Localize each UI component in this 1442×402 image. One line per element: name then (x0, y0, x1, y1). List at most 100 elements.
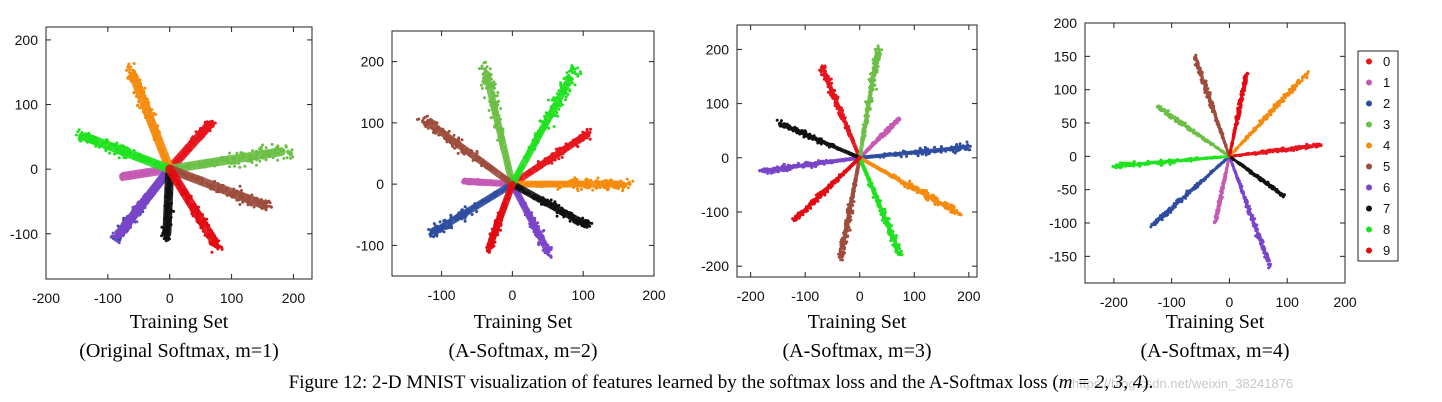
series-1 (461, 177, 516, 188)
point (426, 126, 430, 130)
point (453, 146, 457, 150)
y-tick-label: 0 (721, 150, 729, 166)
plot-subtitle: (A-Softmax, m=2) (448, 340, 597, 362)
point (590, 221, 594, 225)
series-0 (508, 127, 592, 188)
point (488, 67, 492, 71)
point (586, 223, 590, 227)
point (916, 154, 920, 158)
cluster-core (165, 164, 219, 247)
point (581, 130, 585, 134)
point (452, 133, 456, 137)
point (284, 145, 288, 149)
point (264, 146, 268, 150)
point (258, 147, 261, 151)
point (965, 140, 969, 144)
point (576, 66, 580, 70)
point (584, 131, 588, 135)
point (250, 160, 254, 164)
cluster-core (857, 155, 953, 211)
y-tick-label: 100 (15, 97, 39, 113)
point (238, 165, 242, 169)
cluster-core (508, 133, 586, 188)
point (591, 188, 595, 192)
series-3 (857, 44, 884, 160)
cluster-core (426, 120, 516, 188)
point (463, 219, 467, 223)
point (289, 156, 293, 160)
point (564, 95, 568, 99)
point (775, 118, 779, 122)
point (925, 197, 928, 201)
point (877, 58, 881, 62)
point (544, 111, 548, 115)
series-9 (165, 164, 224, 254)
y-tick-label: 0 (30, 161, 38, 177)
point (126, 75, 130, 79)
point (572, 178, 576, 182)
point (116, 224, 120, 228)
point (421, 119, 424, 123)
series-8 (857, 155, 904, 257)
point (957, 211, 961, 215)
point (290, 148, 294, 152)
point (238, 203, 242, 206)
point (228, 151, 231, 155)
point (487, 109, 491, 112)
x-tick-label: -200 (737, 288, 765, 304)
point (923, 145, 927, 149)
point (933, 145, 936, 149)
cluster-core (508, 75, 574, 188)
point (870, 99, 874, 103)
point (589, 127, 592, 131)
point (864, 100, 868, 104)
y-tick-label: -100 (701, 204, 729, 220)
x-tick-label: 0 (856, 288, 864, 304)
point (564, 98, 567, 102)
point (587, 134, 591, 138)
x-tick-label: -100 (94, 290, 122, 306)
point (556, 114, 559, 118)
point (496, 91, 500, 94)
point (117, 241, 121, 245)
point (282, 156, 286, 160)
point (939, 145, 943, 148)
x-axis-label: Training Set (130, 311, 229, 333)
cluster-core (165, 164, 267, 209)
cluster-core (483, 73, 516, 188)
point (104, 149, 108, 153)
point (115, 239, 119, 243)
point (422, 116, 426, 120)
point (238, 184, 242, 188)
y-tick-label: 200 (15, 32, 39, 48)
series-6 (508, 180, 553, 259)
cluster-core (464, 177, 516, 188)
point (840, 255, 844, 259)
point (426, 114, 429, 118)
cluster-core (165, 121, 214, 174)
point (958, 142, 962, 146)
point (559, 83, 563, 87)
y-tick-label: 0 (376, 176, 384, 192)
point (585, 128, 589, 132)
point (135, 220, 139, 224)
plot-subtitle: (Original Softmax, m=1) (79, 340, 279, 362)
point (138, 106, 142, 110)
point (486, 248, 490, 252)
point (480, 64, 484, 68)
scatter-points (758, 44, 972, 262)
point (220, 247, 224, 251)
point (621, 186, 625, 190)
x-tick-label: 0 (508, 287, 516, 303)
point (79, 139, 83, 143)
cluster-core (766, 155, 862, 172)
point (264, 207, 268, 211)
point (561, 103, 564, 107)
x-tick-label: -200 (32, 290, 60, 306)
point (483, 96, 486, 100)
point (963, 146, 967, 150)
point (217, 246, 221, 249)
point (560, 155, 564, 159)
point (266, 200, 270, 204)
